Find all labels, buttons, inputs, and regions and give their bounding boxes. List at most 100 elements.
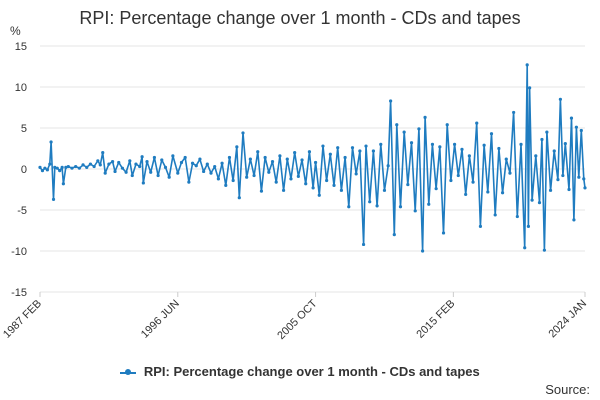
data-point[interactable] [489, 132, 494, 136]
data-point[interactable] [113, 169, 117, 174]
data-point[interactable] [493, 213, 497, 217]
data-point[interactable] [556, 178, 560, 182]
data-point[interactable] [231, 178, 235, 183]
data-point[interactable] [445, 123, 449, 127]
data-point[interactable] [45, 168, 49, 172]
data-point[interactable] [500, 191, 505, 195]
data-point[interactable] [406, 182, 410, 187]
data-point[interactable] [537, 201, 542, 205]
data-point[interactable] [281, 188, 286, 192]
data-point[interactable] [452, 142, 457, 146]
data-point[interactable] [371, 149, 375, 153]
data-point[interactable] [128, 159, 132, 163]
data-point[interactable] [515, 214, 519, 219]
data-point[interactable] [361, 242, 366, 247]
data-point[interactable] [579, 128, 583, 133]
data-point[interactable] [486, 190, 490, 194]
data-point[interactable] [343, 155, 347, 160]
data-point[interactable] [293, 151, 297, 155]
data-point[interactable] [540, 137, 544, 142]
data-point[interactable] [38, 165, 42, 169]
data-point[interactable] [110, 160, 115, 164]
data-point[interactable] [140, 155, 144, 159]
data-point[interactable] [434, 187, 438, 191]
data-point[interactable] [81, 163, 85, 167]
data-point[interactable] [156, 173, 160, 178]
data-point[interactable] [583, 186, 587, 190]
data-point[interactable] [350, 146, 355, 150]
data-point[interactable] [85, 165, 89, 169]
data-point[interactable] [528, 86, 532, 90]
data-point[interactable] [421, 249, 425, 253]
data-point[interactable] [53, 165, 57, 169]
data-point[interactable] [561, 173, 565, 178]
data-point[interactable] [259, 189, 264, 193]
data-point[interactable] [267, 170, 271, 174]
data-point[interactable] [311, 186, 315, 190]
data-point[interactable] [66, 164, 70, 169]
data-point[interactable] [300, 158, 304, 162]
data-point[interactable] [471, 180, 475, 184]
data-point[interactable] [321, 144, 325, 148]
data-point[interactable] [475, 121, 479, 125]
data-point[interactable] [574, 125, 578, 129]
legend[interactable]: RPI: Percentage change over 1 month - CD… [0, 364, 600, 379]
data-point[interactable] [237, 196, 241, 200]
data-point[interactable] [171, 154, 175, 158]
data-point[interactable] [134, 162, 138, 166]
data-point[interactable] [328, 152, 332, 156]
data-point[interactable] [209, 171, 213, 175]
data-point[interactable] [278, 154, 282, 158]
data-point[interactable] [313, 160, 318, 165]
data-point[interactable] [138, 164, 142, 169]
data-point[interactable] [508, 171, 512, 175]
data-point[interactable] [256, 150, 260, 154]
data-point[interactable] [307, 150, 312, 154]
data-point[interactable] [48, 162, 52, 166]
data-point[interactable] [569, 116, 574, 120]
data-point[interactable] [567, 187, 571, 192]
data-point[interactable] [358, 149, 362, 153]
data-point[interactable] [545, 130, 549, 134]
data-point[interactable] [392, 233, 396, 237]
data-point[interactable] [198, 157, 202, 161]
data-point[interactable] [526, 224, 531, 228]
data-point[interactable] [252, 173, 256, 178]
data-point[interactable] [248, 157, 252, 161]
data-point[interactable] [548, 188, 553, 192]
data-point[interactable] [339, 188, 344, 192]
data-point[interactable] [224, 183, 228, 187]
data-point[interactable] [60, 165, 64, 169]
data-point[interactable] [389, 99, 393, 103]
data-point[interactable] [49, 140, 53, 144]
data-point[interactable] [61, 182, 65, 186]
data-point[interactable] [235, 145, 239, 149]
data-point[interactable] [149, 170, 153, 174]
data-point[interactable] [43, 166, 47, 170]
data-point[interactable] [402, 130, 406, 134]
data-point[interactable] [160, 158, 164, 162]
data-point[interactable] [296, 174, 300, 178]
data-point[interactable] [98, 163, 102, 167]
data-point[interactable] [145, 160, 149, 164]
data-point[interactable] [478, 224, 483, 228]
data-point[interactable] [382, 188, 387, 192]
data-point[interactable] [285, 157, 289, 161]
data-point[interactable] [274, 180, 278, 184]
data-point[interactable] [423, 115, 427, 119]
data-point[interactable] [194, 164, 198, 168]
data-point[interactable] [558, 97, 562, 101]
data-point[interactable] [525, 63, 529, 67]
data-point[interactable] [512, 110, 516, 115]
data-point[interactable] [183, 155, 187, 160]
data-point[interactable] [304, 182, 308, 186]
data-point[interactable] [449, 178, 453, 183]
data-point[interactable] [417, 127, 421, 131]
data-point[interactable] [103, 171, 107, 175]
data-point[interactable] [497, 146, 501, 151]
data-point[interactable] [430, 142, 435, 146]
data-point[interactable] [227, 155, 232, 160]
data-point[interactable] [263, 155, 267, 160]
data-point[interactable] [582, 177, 586, 181]
data-point[interactable] [270, 160, 275, 164]
